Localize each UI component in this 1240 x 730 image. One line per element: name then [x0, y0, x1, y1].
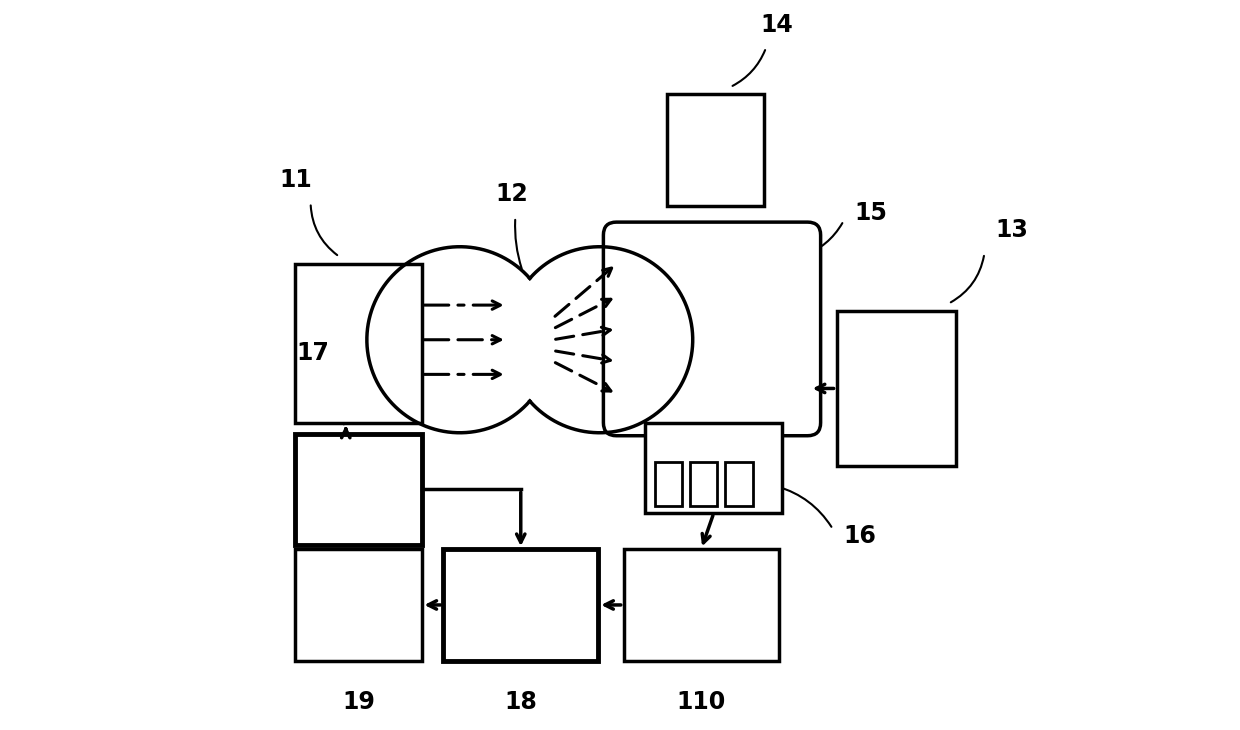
Bar — [645, 423, 782, 513]
Text: 17: 17 — [296, 341, 330, 365]
Bar — [689, 462, 718, 506]
Bar — [295, 549, 422, 661]
Bar — [624, 549, 779, 661]
Text: 11: 11 — [280, 168, 312, 192]
Bar — [295, 434, 422, 545]
Text: 18: 18 — [505, 690, 537, 714]
Text: 15: 15 — [854, 201, 888, 226]
Text: 16: 16 — [843, 524, 877, 548]
Bar — [655, 462, 682, 506]
FancyBboxPatch shape — [604, 222, 821, 436]
Text: 12: 12 — [495, 182, 528, 207]
Text: 19: 19 — [342, 690, 374, 714]
Text: 110: 110 — [677, 690, 725, 714]
Bar — [295, 264, 422, 423]
Bar — [837, 311, 956, 466]
Bar — [667, 94, 764, 207]
Bar — [443, 549, 599, 661]
Text: 13: 13 — [996, 218, 1028, 242]
Bar — [725, 462, 753, 506]
Text: 14: 14 — [760, 12, 794, 36]
